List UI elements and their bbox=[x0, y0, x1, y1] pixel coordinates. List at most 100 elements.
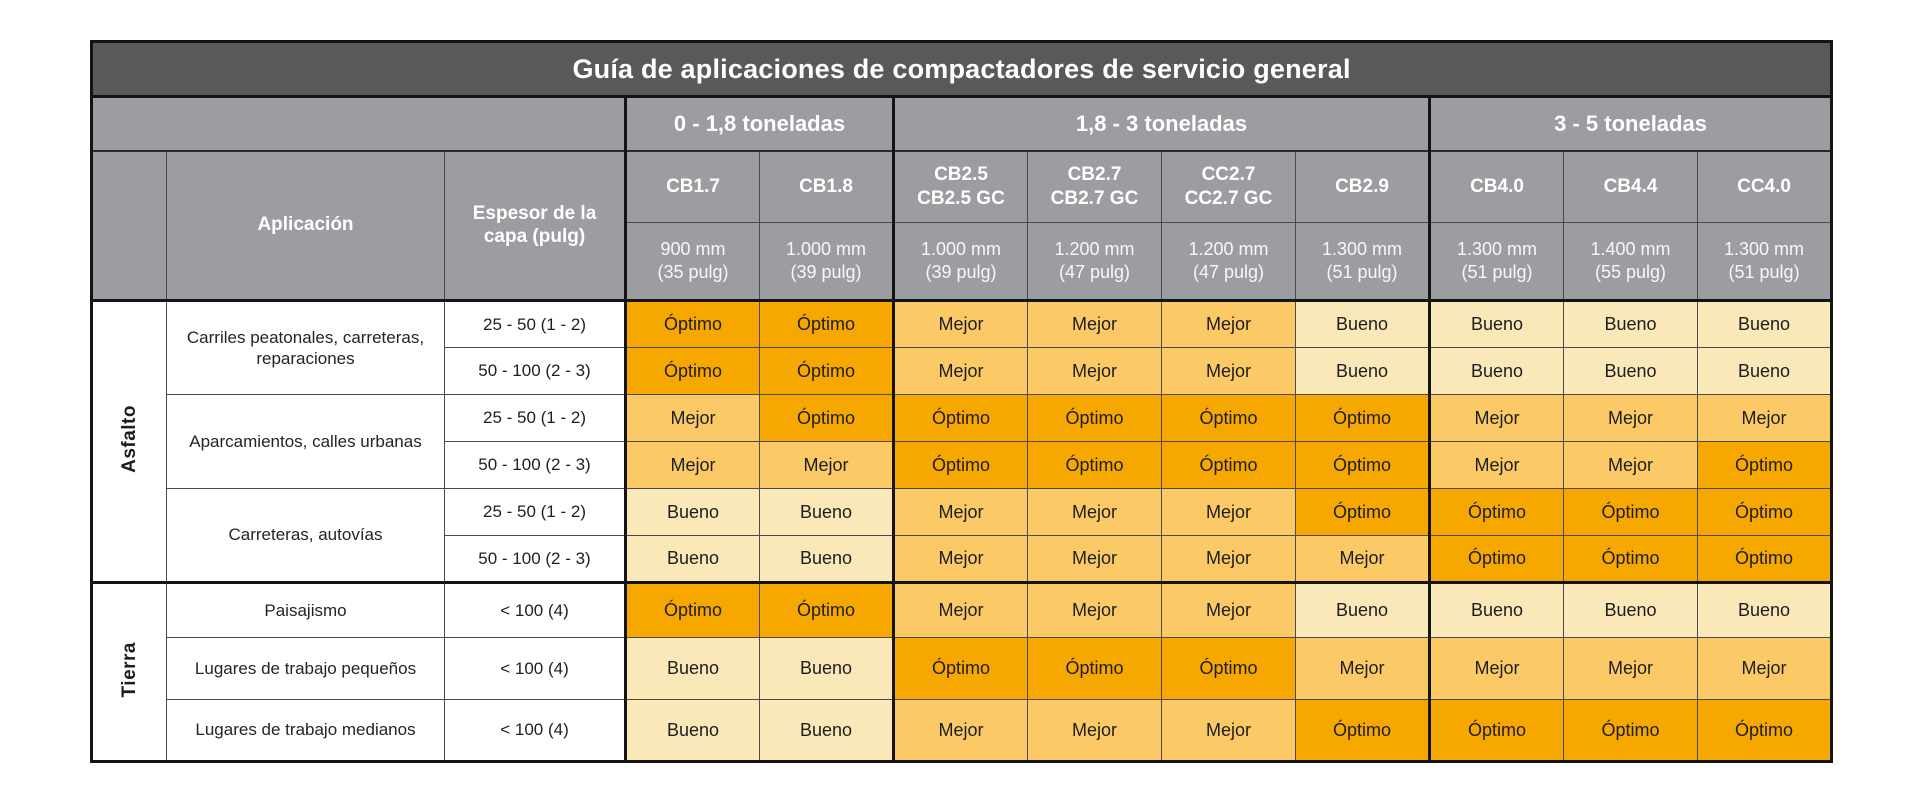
rating-cell: Óptimo bbox=[1027, 394, 1162, 442]
rating-cell: Óptimo bbox=[1027, 637, 1162, 700]
rating-cell: Óptimo bbox=[624, 300, 760, 348]
table-row: Asfalto Carriles peatonales, carreteras,… bbox=[91, 300, 1833, 584]
rating-cell: Bueno bbox=[1295, 300, 1430, 348]
rating-cell: Mejor bbox=[1027, 300, 1162, 348]
rating-cell: Óptimo bbox=[759, 394, 894, 442]
rating-cell: Óptimo bbox=[759, 300, 894, 348]
weight-class-row: 0 - 1,8 toneladas 1,8 - 3 toneladas 3 - … bbox=[91, 96, 1833, 152]
rating-cell: Óptimo bbox=[1295, 441, 1430, 489]
rating-cell: Bueno bbox=[1428, 582, 1564, 638]
thickness-cell: 25 - 50 (1 - 2) bbox=[444, 488, 626, 536]
group-label-tierra: Tierra bbox=[91, 582, 167, 762]
thickness-cell: 50 - 100 (2 - 3) bbox=[444, 441, 626, 489]
application-cell: Aparcamientos, calles urbanas bbox=[166, 394, 445, 489]
table-row: Tierra Paisajismo < 100 (4) Óptimo Óptim… bbox=[91, 582, 1833, 762]
drum-width-cell: 1.000 mm (39 pulg) bbox=[759, 222, 894, 302]
group-label-asfalto: Asfalto bbox=[91, 300, 167, 584]
rating-cell: Óptimo bbox=[1696, 488, 1833, 536]
rating-cell: Mejor bbox=[1027, 347, 1162, 395]
weight-class-3-5: 3 - 5 toneladas bbox=[1427, 96, 1833, 152]
rating-cell: Mejor bbox=[1295, 535, 1430, 584]
application-cell: Lugares de trabajo medianos bbox=[166, 699, 445, 762]
thickness-cell: 50 - 100 (2 - 3) bbox=[444, 347, 626, 395]
rating-cell: Óptimo bbox=[1696, 441, 1833, 489]
rating-cell: Bueno bbox=[1428, 300, 1564, 348]
rating-cell: Óptimo bbox=[759, 347, 894, 395]
thickness-column-header: Espesor de la capa (pulg) bbox=[444, 150, 626, 302]
rating-cell: Mejor bbox=[1428, 394, 1564, 442]
rating-cell: Mejor bbox=[1428, 441, 1564, 489]
drum-width-cell: 1.200 mm (47 pulg) bbox=[1161, 222, 1296, 302]
rating-cell: Bueno bbox=[1295, 582, 1430, 638]
rating-cell: Óptimo bbox=[1563, 488, 1698, 536]
rating-cell: Mejor bbox=[892, 347, 1028, 395]
rating-cell: Óptimo bbox=[1428, 535, 1564, 584]
weight-class-0-1-8: 0 - 1,8 toneladas bbox=[624, 96, 894, 152]
header-blank-cell bbox=[91, 96, 626, 152]
rating-cell: Mejor bbox=[1696, 394, 1833, 442]
rating-cell: Óptimo bbox=[1027, 441, 1162, 489]
rating-cell: Mejor bbox=[1696, 637, 1833, 700]
rating-cell: Óptimo bbox=[1161, 441, 1296, 489]
application-cell: Carreteras, autovías bbox=[166, 488, 445, 584]
rating-cell: Mejor bbox=[892, 699, 1028, 762]
rating-cell: Óptimo bbox=[1563, 535, 1698, 584]
rating-cell: Mejor bbox=[1027, 535, 1162, 584]
rating-cell: Bueno bbox=[759, 488, 894, 536]
rating-cell: Mejor bbox=[1027, 488, 1162, 536]
rating-cell: Óptimo bbox=[1696, 699, 1833, 762]
page-title: Guía de aplicaciones de compactadores de… bbox=[90, 41, 1833, 98]
rating-cell: Óptimo bbox=[1161, 637, 1296, 700]
compactor-application-table: Guía de aplicaciones de compactadores de… bbox=[90, 40, 1834, 763]
thickness-cell: < 100 (4) bbox=[444, 637, 626, 700]
rating-cell: Bueno bbox=[624, 535, 760, 584]
table-row: 50 - 100 (2 - 3) Óptimo Óptimo Mejor Mej… bbox=[92, 347, 1833, 395]
rating-cell: Óptimo bbox=[892, 394, 1028, 442]
model-header-row: Aplicación Espesor de la capa (pulg) CB1… bbox=[91, 150, 1833, 302]
table-row: Lugares de trabajo pequeños < 100 (4) Bu… bbox=[92, 637, 1833, 700]
drum-width-cell: 1.000 mm (39 pulg) bbox=[892, 222, 1028, 302]
model-header-cb17: CB1.7 bbox=[624, 150, 760, 223]
rating-cell: Óptimo bbox=[624, 347, 760, 395]
table-row: Carreteras, autovías 25 - 50 (1 - 2) Bue… bbox=[92, 488, 1833, 584]
model-header-cb27: CB2.7 CB2.7 GC bbox=[1027, 150, 1162, 223]
model-header-cb18: CB1.8 bbox=[759, 150, 894, 223]
rating-cell: Mejor bbox=[1161, 535, 1296, 584]
rating-cell: Óptimo bbox=[1295, 488, 1430, 536]
drum-width-cell: 1.400 mm (55 pulg) bbox=[1563, 222, 1698, 302]
application-column-header: Aplicación bbox=[166, 150, 445, 302]
table-row: 50 - 100 (2 - 3) Mejor Mejor Óptimo Ópti… bbox=[92, 441, 1833, 489]
rating-cell: Bueno bbox=[1563, 347, 1698, 395]
table-row: Aparcamientos, calles urbanas 25 - 50 (1… bbox=[92, 394, 1833, 489]
rating-cell: Óptimo bbox=[1428, 699, 1564, 762]
rating-cell: Bueno bbox=[1563, 300, 1698, 348]
rating-cell: Bueno bbox=[759, 535, 894, 584]
rating-cell: Óptimo bbox=[624, 582, 760, 638]
rating-cell: Óptimo bbox=[1428, 488, 1564, 536]
drum-width-cell: 1.300 mm (51 pulg) bbox=[1696, 222, 1833, 302]
rating-cell: Óptimo bbox=[759, 582, 894, 638]
rating-cell: Bueno bbox=[1428, 347, 1564, 395]
rating-cell: Bueno bbox=[624, 488, 760, 536]
weight-class-1-8-3: 1,8 - 3 toneladas bbox=[892, 96, 1430, 152]
thickness-cell: < 100 (4) bbox=[444, 699, 626, 762]
rating-cell: Mejor bbox=[1161, 699, 1296, 762]
application-cell: Carriles peatonales, carreteras, reparac… bbox=[166, 300, 445, 395]
thickness-cell: < 100 (4) bbox=[444, 582, 626, 638]
table-row: 50 - 100 (2 - 3) Bueno Bueno Mejor Mejor… bbox=[92, 535, 1833, 584]
rating-cell: Óptimo bbox=[1696, 535, 1833, 584]
rating-cell: Mejor bbox=[1161, 347, 1296, 395]
rating-cell: Mejor bbox=[1563, 637, 1698, 700]
rating-cell: Mejor bbox=[624, 394, 760, 442]
rating-cell: Bueno bbox=[1295, 347, 1430, 395]
model-header-cc27: CC2.7 CC2.7 GC bbox=[1161, 150, 1296, 223]
rating-cell: Mejor bbox=[624, 441, 760, 489]
rating-cell: Mejor bbox=[1295, 637, 1430, 700]
drum-width-cell: 900 mm (35 pulg) bbox=[624, 222, 760, 302]
group-header-blank bbox=[91, 150, 167, 302]
rating-cell: Mejor bbox=[1563, 394, 1698, 442]
model-header-cc40: CC4.0 bbox=[1696, 150, 1833, 223]
thickness-cell: 25 - 50 (1 - 2) bbox=[444, 394, 626, 442]
drum-width-cell: 1.200 mm (47 pulg) bbox=[1027, 222, 1162, 302]
rating-cell: Mejor bbox=[892, 582, 1028, 638]
